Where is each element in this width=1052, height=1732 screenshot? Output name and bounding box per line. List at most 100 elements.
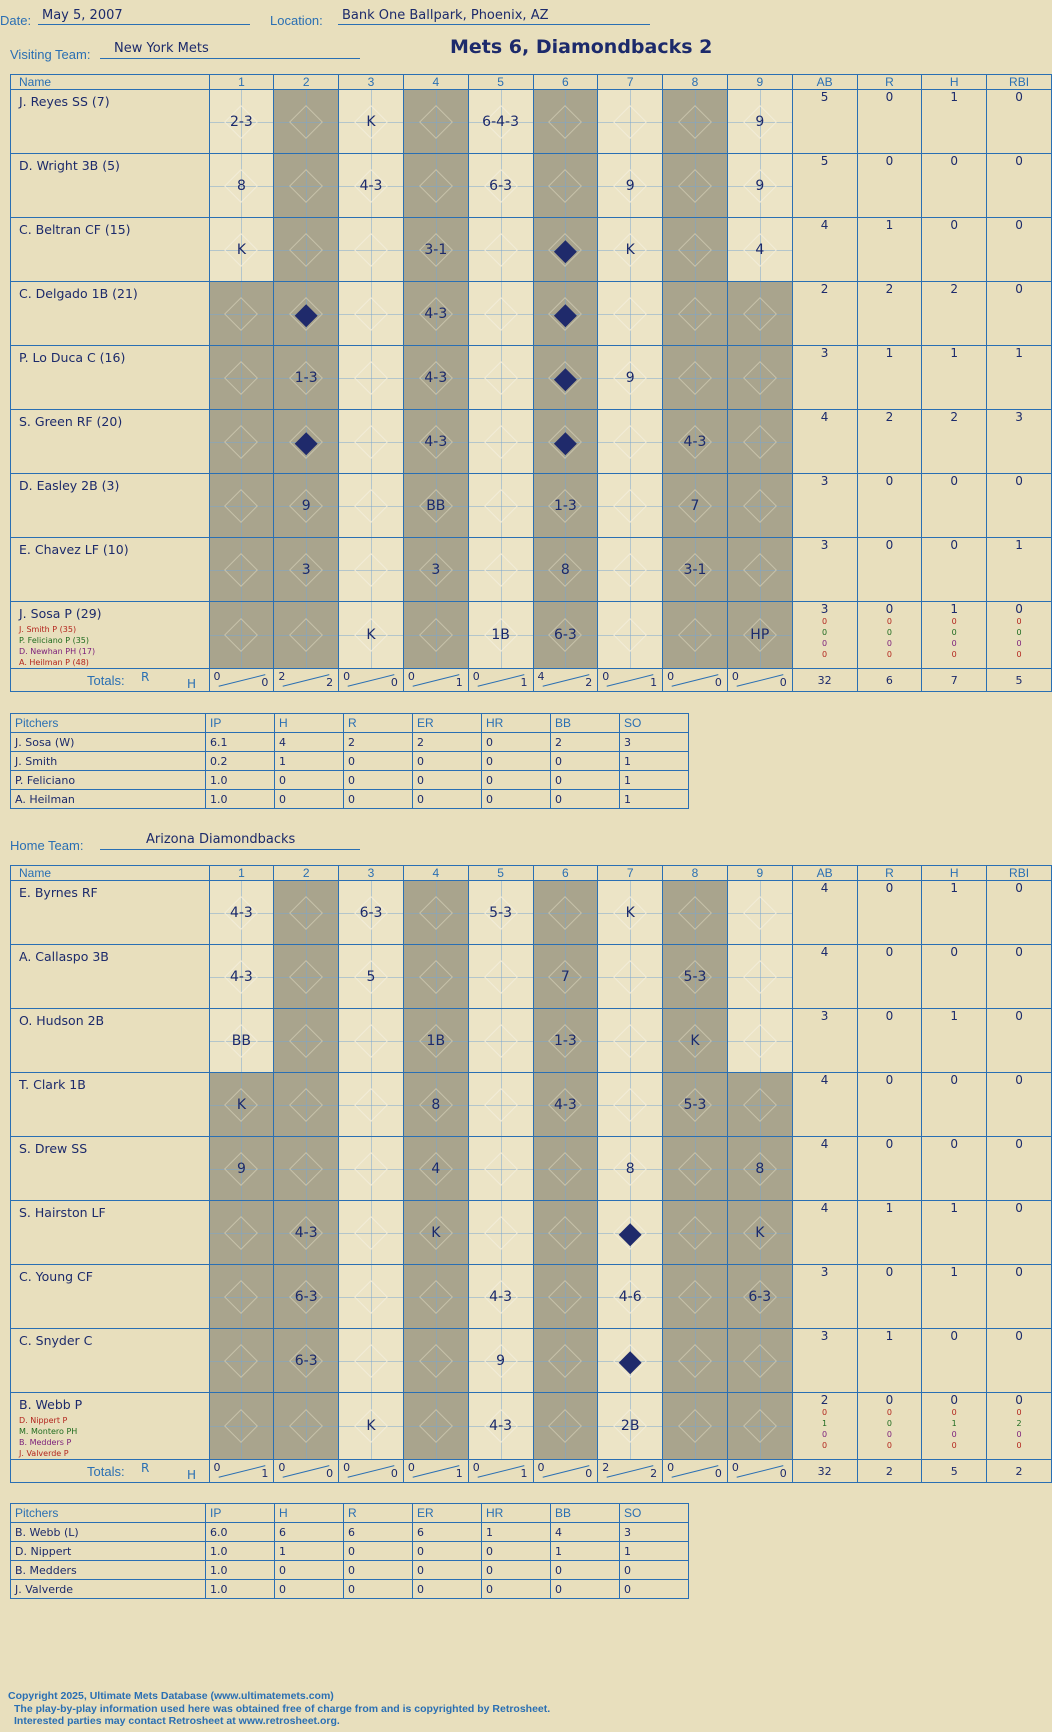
pitcher-stat: 0 [343,1579,413,1599]
play-result: 3 [301,561,311,578]
batter-r: 0 [856,1136,923,1201]
batter-ab: 3 [791,473,858,538]
batter-name: A. Callaspo 3B [19,949,109,964]
batter-r: 0 [856,473,923,538]
batter-h: 0 [921,537,988,602]
pitcher-name: A. Heilman [10,789,206,809]
substitute-stat: 0 [951,1441,957,1450]
batter-r: 0 [856,89,923,154]
inning-cell: 6-3 [338,880,404,945]
batter-name-cell: S. Hairston LF [10,1200,210,1265]
footer-retrosheet-note: The play-by-play information used here w… [14,1703,551,1715]
substitute-name: M. Montero PH [19,1427,78,1436]
batter-name-cell: T. Clark 1B [10,1072,210,1137]
batter-ab: 3 [791,345,858,410]
inning-cell [273,1136,340,1201]
visitor-col-header: 5 [467,74,534,90]
pitching-col-header: IP [205,1503,275,1523]
inning-cell [532,880,599,945]
inning-cell: HP [726,601,793,669]
base-diamond-icon [483,232,518,267]
inning-cell: 9 [597,345,664,410]
batter-name-cell: C. Snyder C [10,1328,210,1393]
substitute-stat: 1 [822,1419,828,1428]
pitcher-stat: 0 [412,1541,482,1561]
batter-ab: 4 [791,1200,858,1265]
pitching-col-header: H [274,713,344,733]
batter-row: J. Reyes SS (7) 2-3 K 6-4-3 9 5 0 1 0 [10,89,1052,154]
play-result: HP [750,627,770,643]
pitching-col-header: HR [481,1503,551,1523]
inning-cell: 4-3 [273,1200,340,1265]
pitcher-stat: 1.0 [205,1579,275,1599]
pitching-col-header: R [343,1503,413,1523]
inning-cell [402,944,469,1009]
base-diamond-icon [354,360,388,395]
home-col-header: AB [791,865,858,881]
substitute-stat: 0 [822,639,828,648]
base-diamond-icon [613,296,648,331]
pitcher-stat: 0 [550,751,620,771]
inning-cell: ◆ [532,409,599,474]
base-diamond-icon [354,232,388,267]
base-diamond-icon [548,104,583,139]
batter-name-cell: J. Sosa P (29) J. Smith P (35) P. Felician… [10,601,210,669]
batter-r: 0 [856,153,923,218]
pitcher-stat: 1 [274,751,344,771]
inning-cell [467,217,534,282]
batter-rbi: 0 [986,944,1052,1009]
inning-cell [338,217,404,282]
pitcher-stat: 1.0 [205,770,275,790]
substitute-stat: 0 [886,628,892,637]
batter-rbi: 0 [986,473,1052,538]
substitute-name: A. Heilman P (48) [19,658,89,667]
batter-ab: 3 [791,1264,858,1329]
base-diamond-icon [354,1215,388,1250]
inning-cell [402,153,469,218]
inning-cell: 1-3 [273,345,340,410]
inning-cell [402,1328,469,1393]
inning-cell [662,1392,728,1460]
play-result: ◆ [294,424,318,459]
batter-r: 0 [856,944,923,1009]
play-result: K [236,241,246,258]
base-diamond-icon [418,104,453,139]
base-diamond-icon [224,552,259,587]
inning-cell: K [662,1008,728,1073]
totals-r-label: R [141,1461,150,1475]
inning-cell [726,1008,793,1073]
base-diamond-icon [742,1087,777,1122]
pitcher-stat: 4 [550,1522,620,1542]
pitcher-name: P. Feliciano [10,770,206,790]
inning-cell [273,217,340,282]
play-result: ◆ [618,1215,642,1250]
batter-h: 2 [921,409,988,474]
play-result: 4-3 [294,1224,318,1241]
batter-row: J. Sosa P (29) J. Smith P (35) P. Felician… [10,601,1052,669]
inning-cell: 6-3 [273,1264,340,1329]
play-result: 4-3 [489,1418,513,1434]
inning-cell [338,473,404,538]
play-result: 9 [301,497,311,514]
inning-cell: 1B [402,1008,469,1073]
play-result: ◆ [618,1343,642,1378]
base-diamond-icon [289,1023,324,1058]
base-diamond-icon [678,104,712,139]
base-diamond-icon [678,360,712,395]
pitching-col-header: ER [412,1503,482,1523]
base-diamond-icon [483,424,518,459]
inning-cell: 8 [208,153,275,218]
inning-cell: 6-4-3 [467,89,534,154]
batter-r: 0 [856,1008,923,1073]
batter-rbi: 0 [986,1008,1052,1073]
pitching-col-header: SO [619,1503,689,1523]
batter-row: C. Snyder C 6-3 9 ◆ 3 1 0 0 [10,1328,1052,1393]
inning-cell: 7 [532,944,599,1009]
substitute-stat: 0 [1016,1408,1022,1417]
play-result: ◆ [553,424,577,459]
inning-cell: ◆ [597,1328,664,1393]
